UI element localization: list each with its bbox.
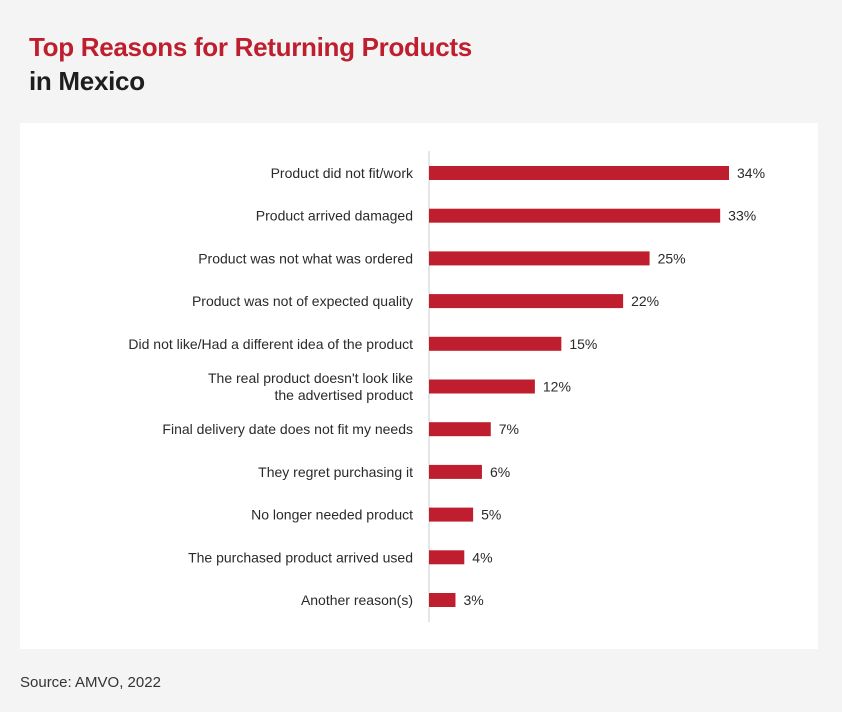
category-label-line: Did not like/Had a different idea of the… bbox=[128, 336, 413, 352]
category-label: Did not like/Had a different idea of the… bbox=[128, 336, 413, 352]
chart-card: 34% Product did not fit/work 33% Product ar… bbox=[20, 123, 818, 649]
category-label: Product did not fit/work bbox=[271, 165, 414, 181]
category-label-line: the advertised product bbox=[274, 387, 413, 403]
category-label-line: They regret purchasing it bbox=[258, 464, 413, 480]
category-label: Product was not of expected quality bbox=[192, 293, 413, 309]
bar bbox=[429, 336, 562, 351]
bar bbox=[429, 208, 721, 223]
value-label: 6% bbox=[490, 464, 510, 480]
category-label-line: The purchased product arrived used bbox=[188, 549, 413, 565]
bar bbox=[429, 550, 465, 565]
bar bbox=[429, 507, 474, 522]
value-label: 25% bbox=[658, 250, 686, 266]
category-label-line: Product was not of expected quality bbox=[192, 293, 413, 309]
category-label: Another reason(s) bbox=[301, 592, 413, 608]
bar bbox=[429, 464, 482, 479]
bar-chart: 34% Product did not fit/work 33% Product ar… bbox=[128, 151, 765, 622]
category-label-line: Product arrived damaged bbox=[256, 208, 413, 224]
category-label-line: The real product doesn't look like bbox=[208, 370, 413, 386]
category-label: The real product doesn't look like the ad… bbox=[208, 370, 413, 403]
category-label: No longer needed product bbox=[251, 507, 413, 523]
category-label-line: Product was not what was ordered bbox=[198, 250, 413, 266]
value-label: 7% bbox=[499, 421, 519, 437]
bar bbox=[429, 422, 491, 437]
chart-title: Top Reasons for Returning Products in Me… bbox=[29, 30, 472, 98]
bar bbox=[429, 593, 456, 607]
value-label: 4% bbox=[472, 549, 492, 565]
bar bbox=[429, 251, 650, 266]
value-label: 33% bbox=[728, 208, 756, 224]
category-label: Product arrived damaged bbox=[256, 208, 413, 224]
category-label: The purchased product arrived used bbox=[188, 549, 413, 565]
source-note: Source: AMVO, 2022 bbox=[20, 674, 161, 691]
category-label-line: Another reason(s) bbox=[301, 592, 413, 608]
value-label: 3% bbox=[463, 592, 483, 608]
category-label: They regret purchasing it bbox=[258, 464, 413, 480]
category-label-line: Final delivery date does not fit my need… bbox=[162, 421, 413, 437]
title-line-2: in Mexico bbox=[29, 66, 145, 96]
category-label: Product was not what was ordered bbox=[198, 250, 413, 266]
value-label: 5% bbox=[481, 507, 501, 523]
bar bbox=[429, 166, 729, 180]
value-label: 15% bbox=[569, 336, 597, 352]
value-label: 34% bbox=[737, 165, 765, 181]
value-label: 22% bbox=[631, 293, 659, 309]
bar bbox=[429, 294, 624, 309]
bar bbox=[429, 379, 535, 394]
title-line-1: Top Reasons for Returning Products bbox=[29, 32, 472, 62]
category-label: Final delivery date does not fit my need… bbox=[162, 421, 413, 437]
category-label-line: Product did not fit/work bbox=[271, 165, 414, 181]
category-label-line: No longer needed product bbox=[251, 507, 413, 523]
value-label: 12% bbox=[543, 379, 571, 395]
